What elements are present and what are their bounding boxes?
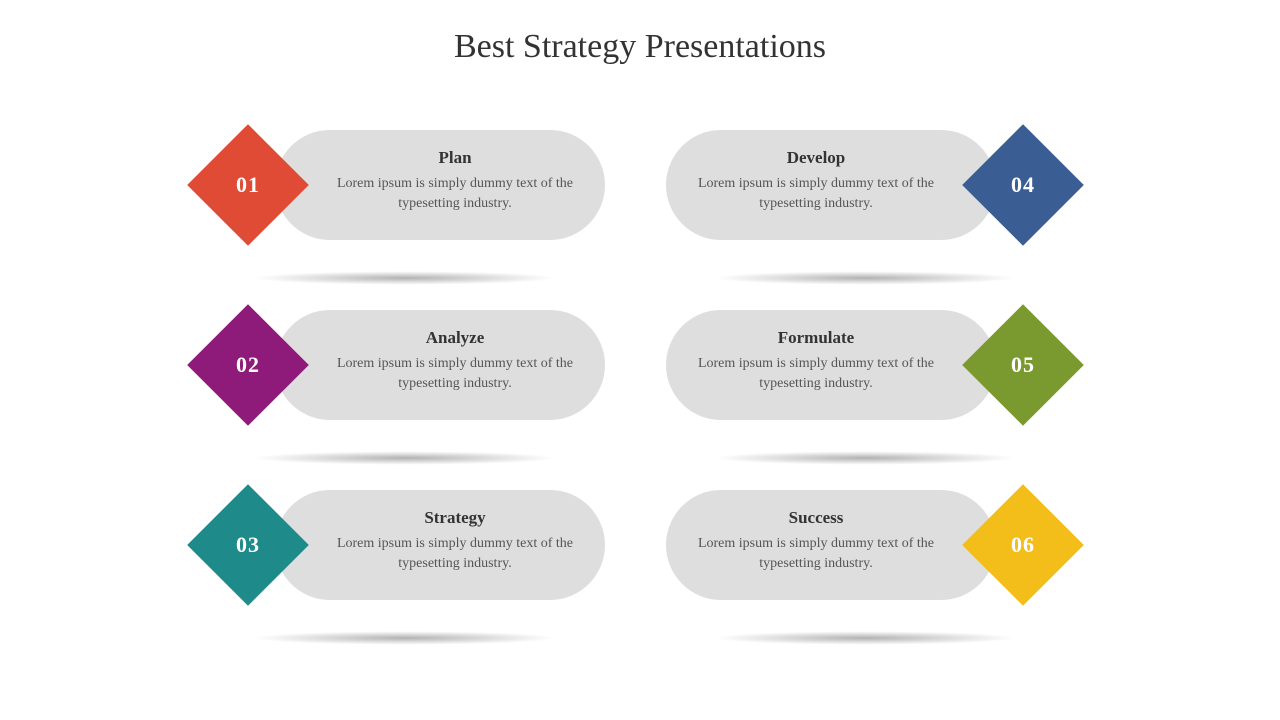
badge-number: 03 (205, 502, 291, 588)
drop-shadow (190, 270, 620, 286)
info-card: Plan Lorem ipsum is simply dummy text of… (275, 130, 605, 240)
card-heading: Analyze (325, 328, 585, 348)
info-card: Success Lorem ipsum is simply dummy text… (666, 490, 996, 600)
badge-number: 06 (980, 502, 1066, 588)
grid-row: Analyze Lorem ipsum is simply dummy text… (0, 300, 1280, 480)
card-desc: Lorem ipsum is simply dummy text of the … (686, 354, 946, 393)
badge-number: 05 (980, 322, 1066, 408)
drop-shadow (190, 630, 620, 646)
badge-number: 02 (205, 322, 291, 408)
grid-row: Strategy Lorem ipsum is simply dummy tex… (0, 480, 1280, 660)
card-heading: Formulate (686, 328, 946, 348)
page-title: Best Strategy Presentations (0, 0, 1280, 66)
badge-number: 04 (980, 142, 1066, 228)
card-heading: Success (686, 508, 946, 528)
badge-number: 01 (205, 142, 291, 228)
card-desc: Lorem ipsum is simply dummy text of the … (325, 174, 585, 213)
card-desc: Lorem ipsum is simply dummy text of the … (686, 534, 946, 573)
grid-row: Plan Lorem ipsum is simply dummy text of… (0, 120, 1280, 300)
info-card: Strategy Lorem ipsum is simply dummy tex… (275, 490, 605, 600)
card-heading: Plan (325, 148, 585, 168)
card-heading: Strategy (325, 508, 585, 528)
card-desc: Lorem ipsum is simply dummy text of the … (686, 174, 946, 213)
card-desc: Lorem ipsum is simply dummy text of the … (325, 534, 585, 573)
drop-shadow (650, 450, 1080, 466)
diamond-badge: 06 (962, 484, 1084, 606)
diamond-badge: 01 (187, 124, 309, 246)
info-card: Develop Lorem ipsum is simply dummy text… (666, 130, 996, 240)
card-desc: Lorem ipsum is simply dummy text of the … (325, 354, 585, 393)
diamond-badge: 05 (962, 304, 1084, 426)
drop-shadow (190, 450, 620, 466)
diamond-badge: 03 (187, 484, 309, 606)
info-card: Analyze Lorem ipsum is simply dummy text… (275, 310, 605, 420)
diamond-badge: 04 (962, 124, 1084, 246)
drop-shadow (650, 270, 1080, 286)
drop-shadow (650, 630, 1080, 646)
card-heading: Develop (686, 148, 946, 168)
diamond-badge: 02 (187, 304, 309, 426)
info-card: Formulate Lorem ipsum is simply dummy te… (666, 310, 996, 420)
infographic-grid: Plan Lorem ipsum is simply dummy text of… (0, 120, 1280, 660)
